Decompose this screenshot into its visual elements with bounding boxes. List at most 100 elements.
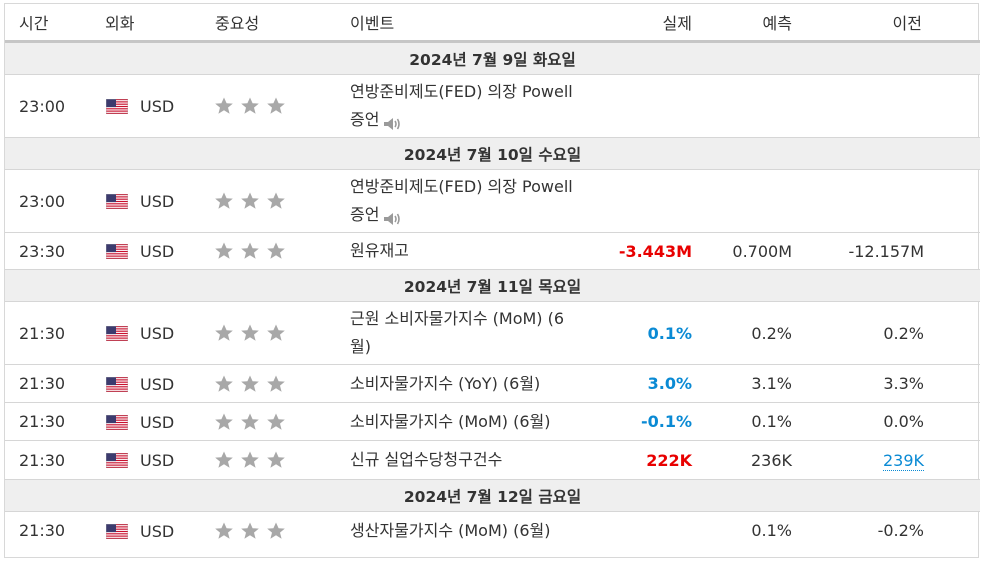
currency-code: USD — [140, 374, 175, 394]
forecast-value — [696, 74, 796, 138]
star-icon — [214, 521, 234, 541]
event-time: 23:00 — [5, 74, 105, 138]
table-row[interactable]: 21:30 USD 근원 소비자물가지수 (MoM) (6 월) 0.1% 0.2% 0.2… — [5, 301, 980, 365]
event-name-line1[interactable]: 생산자물가지수 (MoM) (6월) — [350, 520, 551, 540]
star-icon — [214, 374, 234, 394]
star-icon — [266, 191, 286, 211]
date-label: 2024년 7월 11일 목요일 — [5, 269, 980, 302]
forecast-value: 3.1% — [696, 364, 796, 403]
speaker-icon — [383, 208, 401, 225]
event-time: 23:30 — [5, 232, 105, 270]
event-name[interactable]: 소비자물가지수 (YoY) (6월) — [338, 364, 604, 403]
currency-code: USD — [140, 521, 175, 541]
actual-value: 0.1% — [604, 301, 696, 365]
event-name-line1[interactable]: 신규 실업수당청구건수 — [350, 450, 503, 469]
star-icon — [214, 323, 234, 343]
event-name-line1[interactable]: 연방준비제도(FED) 의장 Powell — [350, 82, 573, 101]
previous-value[interactable]: 239K — [882, 450, 924, 471]
date-label: 2024년 7월 10일 수요일 — [5, 137, 980, 170]
us-flag-icon — [105, 376, 129, 392]
currency-code: USD — [140, 97, 175, 116]
currency-cell: USD — [105, 74, 203, 138]
star-icon — [214, 450, 234, 470]
star-icon — [240, 96, 260, 116]
star-icon — [214, 96, 234, 116]
currency-code: USD — [140, 192, 175, 211]
previous-value: -12.157M — [848, 241, 924, 261]
header-actual[interactable]: 실제 — [604, 4, 696, 43]
calendar-table: 시간 외화 중요성 이벤트 실제 예측 이전 2024년 7월 9일 화요일 23… — [5, 4, 980, 550]
us-flag-icon — [105, 243, 129, 260]
header-previous[interactable]: 이전 — [796, 4, 980, 43]
currency-code: USD — [140, 451, 175, 470]
header-event[interactable]: 이벤트 — [338, 4, 604, 43]
us-flag-icon — [105, 414, 129, 430]
table-row[interactable]: 21:30 USD 생산자물가지수 (MoM) (6월) 0.1% -0.2% — [5, 512, 980, 550]
star-icon — [214, 191, 234, 211]
currency-code: USD — [140, 412, 175, 432]
table-row[interactable]: 23:00 USD 연방준비제도(FED) 의장 Powell 증언 — [5, 169, 980, 233]
importance-stars — [203, 232, 338, 270]
star-icon — [240, 241, 260, 261]
event-name-line1[interactable]: 근원 소비자물가지수 (MoM) (6 — [350, 309, 565, 328]
table-row[interactable]: 21:30 USD 소비자물가지수 (YoY) (6월) 3.0% 3.1% 3.3% — [5, 364, 980, 403]
table-row[interactable]: 23:30 USD 원유재고 -3.443M 0.700M -12.157M — [5, 232, 980, 270]
date-label: 2024년 7월 12일 금요일 — [5, 479, 980, 512]
event-name[interactable]: 생산자물가지수 (MoM) (6월) — [338, 512, 604, 550]
currency-cell: USD — [105, 512, 203, 550]
table-row[interactable]: 21:30 USD 소비자물가지수 (MoM) (6월) -0.1% 0.1% 0.0% — [5, 402, 980, 441]
header-importance[interactable]: 중요성 — [203, 4, 338, 43]
currency-cell: USD — [105, 440, 203, 480]
event-name-line2[interactable]: 증언 — [350, 110, 380, 129]
header-currency[interactable]: 외화 — [105, 4, 203, 43]
currency-cell: USD — [105, 232, 203, 270]
previous-cell: 3.3% — [796, 364, 980, 403]
date-label: 2024년 7월 9일 화요일 — [5, 41, 980, 75]
event-name-line1[interactable]: 소비자물가지수 (YoY) (6월) — [350, 373, 541, 393]
table-row[interactable]: 23:00 USD 연방준비제도(FED) 의장 Powell 증언 — [5, 74, 980, 138]
star-icon — [214, 241, 234, 261]
star-icon — [266, 241, 286, 261]
actual-value — [604, 169, 696, 233]
actual-value: 222K — [604, 440, 696, 480]
star-icon — [266, 96, 286, 116]
event-name-line2[interactable]: 월) — [350, 337, 371, 356]
event-name[interactable]: 신규 실업수당청구건수 — [338, 440, 604, 480]
star-icon — [240, 521, 260, 541]
event-name[interactable]: 연방준비제도(FED) 의장 Powell 증언 — [338, 169, 604, 233]
star-icon — [214, 412, 234, 432]
star-icon — [240, 412, 260, 432]
forecast-value — [696, 169, 796, 233]
event-name[interactable]: 소비자물가지수 (MoM) (6월) — [338, 402, 604, 441]
previous-value: 0.0% — [883, 412, 924, 431]
event-name-line1[interactable]: 소비자물가지수 (MoM) (6월) — [350, 411, 551, 431]
header-time[interactable]: 시간 — [5, 4, 105, 43]
importance-stars — [203, 512, 338, 550]
actual-value: -0.1% — [604, 402, 696, 441]
event-time: 21:30 — [5, 402, 105, 441]
importance-stars — [203, 440, 338, 480]
event-time: 21:30 — [19, 521, 66, 541]
previous-value: -0.2% — [877, 521, 924, 541]
currency-code: USD — [140, 324, 175, 343]
importance-stars — [203, 364, 338, 403]
previous-cell — [796, 74, 980, 138]
economic-calendar: 시간 외화 중요성 이벤트 실제 예측 이전 2024년 7월 9일 화요일 23… — [4, 3, 980, 558]
header-forecast[interactable]: 예측 — [696, 4, 796, 43]
event-name[interactable]: 연방준비제도(FED) 의장 Powell 증언 — [338, 74, 604, 138]
date-row: 2024년 7월 12일 금요일 — [5, 479, 980, 512]
table-row[interactable]: 21:30 USD 신규 실업수당청구건수 222K 236K 239K — [5, 440, 980, 480]
currency-code: USD — [140, 242, 175, 261]
event-name-line1[interactable]: 원유재고 — [350, 241, 409, 260]
currency-cell: USD — [105, 301, 203, 365]
date-row: 2024년 7월 9일 화요일 — [5, 41, 980, 75]
us-flag-icon — [105, 452, 129, 469]
event-name-line2[interactable]: 증언 — [350, 205, 380, 224]
star-icon — [266, 450, 286, 470]
star-icon — [240, 450, 260, 470]
star-icon — [266, 323, 286, 343]
event-name[interactable]: 근원 소비자물가지수 (MoM) (6 월) — [338, 301, 604, 365]
event-name-line1[interactable]: 연방준비제도(FED) 의장 Powell — [350, 177, 573, 196]
forecast-value: 0.1% — [751, 521, 792, 541]
event-name[interactable]: 원유재고 — [338, 232, 604, 270]
